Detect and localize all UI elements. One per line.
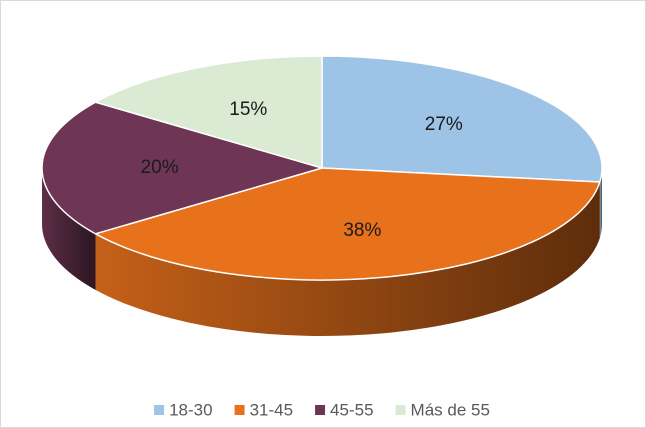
data-label: 38% [343, 220, 381, 241]
legend-label: 45-55 [330, 400, 373, 419]
slice [41, 101, 323, 235]
data-label: 15% [229, 99, 267, 120]
slice-side-shade [42, 168, 96, 290]
legend-swatch [395, 405, 406, 415]
slice-side-shade [599, 168, 602, 239]
legend-label: 31-45 [250, 400, 293, 419]
legend-label: Más de 55 [411, 400, 490, 419]
slice [94, 55, 323, 169]
legend-swatch [154, 405, 165, 415]
legend-swatch [234, 405, 245, 415]
slice-side-shade [95, 182, 600, 336]
slice [321, 55, 603, 183]
legend-label: 18-30 [169, 400, 212, 419]
slice [94, 167, 601, 281]
legend-swatch [315, 405, 326, 415]
data-label: 20% [141, 157, 179, 178]
data-label: 27% [425, 114, 463, 135]
